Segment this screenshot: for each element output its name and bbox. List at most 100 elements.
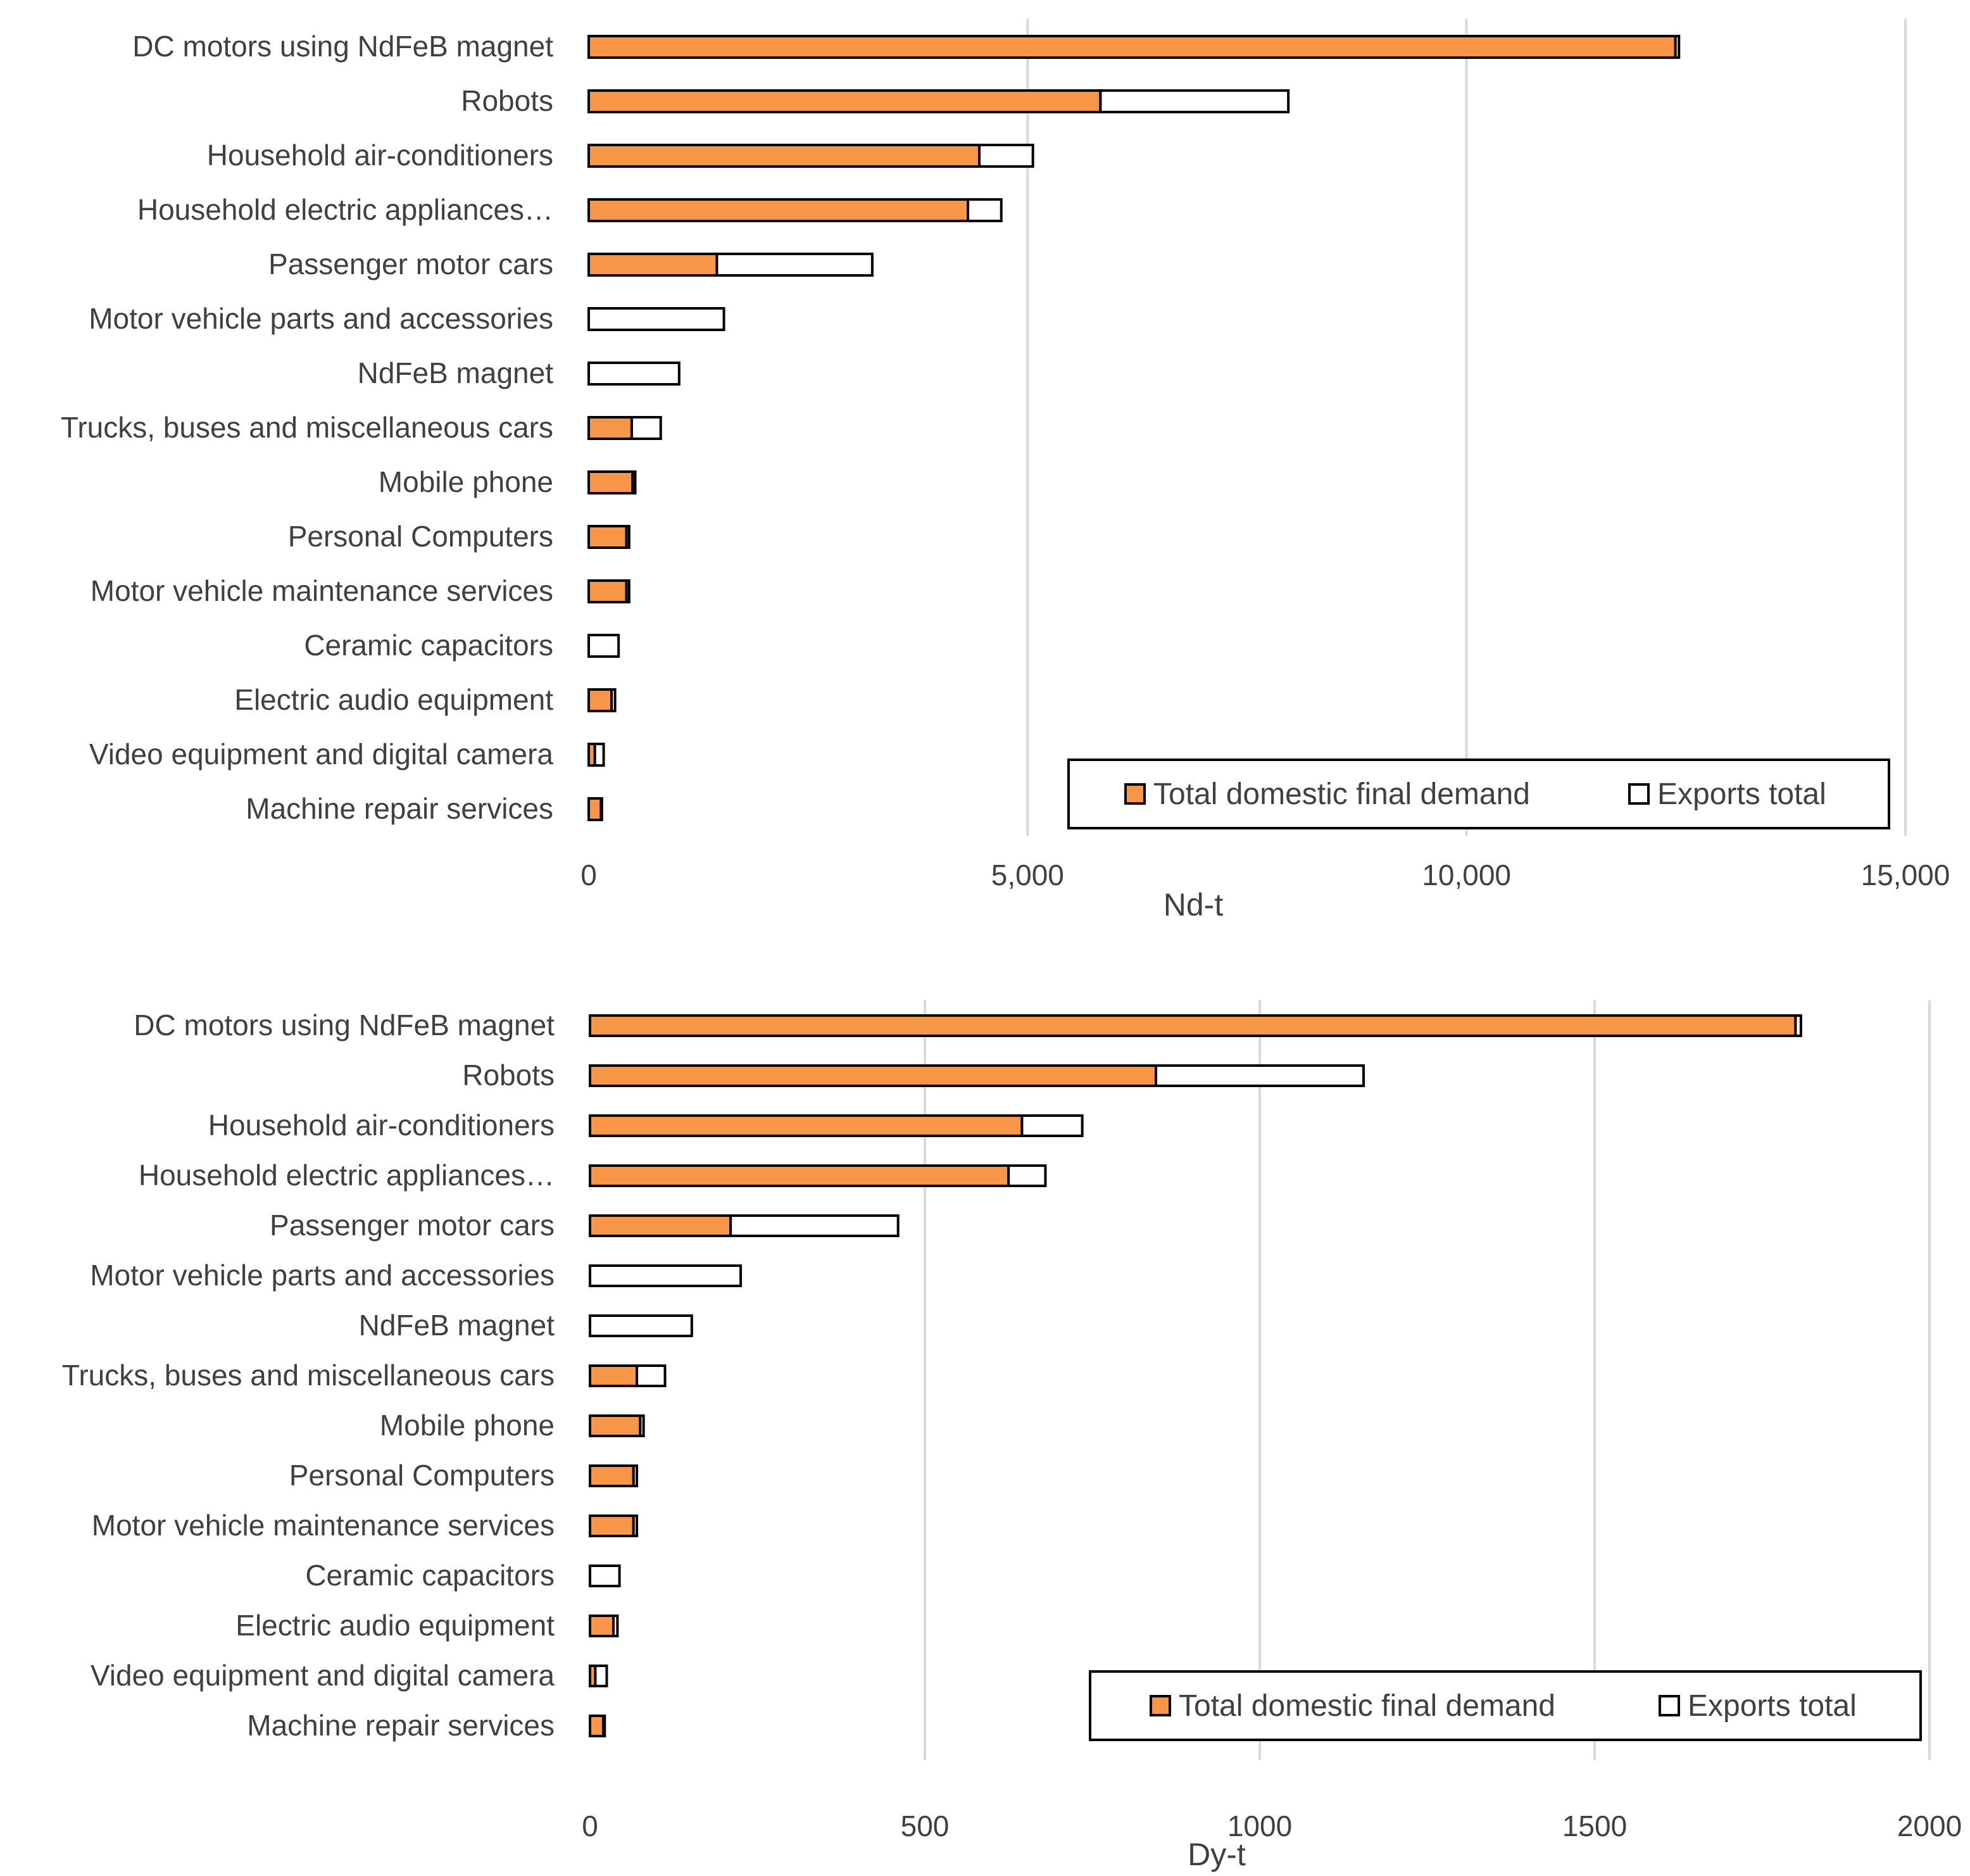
bar-exports: [612, 1615, 619, 1637]
category-label: Motor vehicle maintenance services: [91, 574, 553, 607]
legend-swatch-exports: [1659, 1695, 1680, 1716]
bar-exports: [978, 144, 1034, 168]
legend-box: [1089, 1670, 1922, 1741]
bar-domestic: [587, 198, 970, 222]
x-tick-label: 500: [901, 1810, 950, 1842]
legend-label: Total domestic final demand: [1153, 777, 1530, 811]
bar-domestic: [589, 1715, 605, 1737]
bar-exports: [632, 1464, 639, 1487]
category-label: Robots: [462, 1059, 555, 1092]
bar-exports: [589, 1264, 743, 1287]
bar-domestic: [589, 1615, 615, 1637]
bar-exports: [967, 198, 1003, 222]
category-label: Motor vehicle maintenance services: [92, 1509, 555, 1542]
bar-domestic: [589, 1164, 1010, 1187]
category-label: Mobile phone: [379, 465, 553, 498]
bar-exports: [1794, 1014, 1802, 1037]
bar-exports: [610, 688, 617, 712]
category-label: NdFeB magnet: [359, 1309, 555, 1342]
bar-domestic: [587, 89, 1102, 113]
legend: Total domestic final demand Exports total: [1089, 1670, 1922, 1741]
category-label: Motor vehicle parts and accessories: [90, 1259, 555, 1292]
bar-exports: [631, 470, 637, 494]
bar-exports: [729, 1214, 900, 1237]
x-tick-label: 15,000: [1861, 859, 1950, 891]
category-label: DC motors using NdFeB magnet: [132, 30, 553, 63]
category-label: Ceramic capacitors: [304, 629, 553, 662]
category-label: Mobile phone: [380, 1409, 555, 1442]
x-tick-label: 1500: [1562, 1810, 1627, 1842]
bar-domestic: [587, 470, 634, 494]
x-tick-label: 1000: [1227, 1810, 1292, 1842]
category-label: Trucks, buses and miscellaneous cars: [61, 411, 553, 444]
bar-domestic: [587, 797, 603, 821]
bar-domestic: [587, 35, 1677, 59]
category-label: Video equipment and digital camera: [89, 738, 553, 771]
bar-exports: [1099, 89, 1290, 113]
bar-exports: [589, 1314, 693, 1337]
category-label: Machine repair services: [246, 792, 553, 825]
legend-label: Exports total: [1688, 1689, 1857, 1723]
chart-2: DC motors using NdFeB magnet Robots Househ…: [62, 1000, 1962, 1872]
legend-swatch-domestic: [1150, 1695, 1171, 1716]
bar-exports: [1674, 35, 1681, 59]
bar-exports: [1155, 1064, 1365, 1087]
bar-domestic: [587, 688, 613, 712]
legend-swatch-exports: [1628, 783, 1650, 805]
bar-exports: [593, 743, 605, 767]
bar-domestic: [587, 416, 633, 440]
bar-exports: [715, 253, 874, 277]
bar-domestic: [587, 579, 628, 603]
legend-swatch-domestic: [1124, 783, 1146, 805]
x-axis-title: Nd-t: [1164, 887, 1224, 922]
category-label: Trucks, buses and miscellaneous cars: [62, 1359, 555, 1392]
bar-exports: [587, 362, 681, 386]
category-label: Motor vehicle parts and accessories: [89, 302, 553, 335]
bar-exports: [1007, 1164, 1047, 1187]
bar-domestic: [587, 525, 628, 549]
category-label: Passenger motor cars: [270, 1209, 555, 1242]
bar-exports: [1020, 1114, 1084, 1137]
legend-label: Total domestic final demand: [1179, 1689, 1555, 1723]
bar-domestic: [589, 1464, 635, 1487]
category-label: Electric audio equipment: [234, 683, 553, 716]
bar-domestic: [589, 1014, 1797, 1037]
bar-domestic: [589, 1414, 642, 1437]
x-tick-label: 10,000: [1422, 859, 1511, 891]
bar-exports: [625, 525, 631, 549]
category-label: Household electric appliances…: [139, 1159, 555, 1192]
legend-box: [1067, 759, 1890, 829]
bar-exports: [589, 1564, 621, 1587]
bar-domestic: [589, 1514, 635, 1537]
bar-exports: [639, 1414, 645, 1437]
chart-1: DC motors using NdFeB magnet Robots Househ…: [61, 19, 1950, 922]
category-label: Machine repair services: [247, 1709, 555, 1742]
bar-domestic: [589, 1064, 1158, 1087]
category-label: Passenger motor cars: [268, 248, 553, 280]
bar-domestic: [589, 1114, 1024, 1137]
category-label: Ceramic capacitors: [305, 1559, 555, 1592]
bar-exports: [632, 1514, 639, 1537]
x-tick-label: 0: [582, 1810, 598, 1842]
legend-label: Exports total: [1657, 777, 1826, 811]
category-label: Household air-conditioners: [207, 139, 553, 172]
bar-domestic: [587, 253, 718, 277]
x-tick-label: 0: [580, 859, 597, 891]
x-axis-title: Dy-t: [1188, 1837, 1246, 1872]
bar-exports: [602, 1715, 606, 1737]
x-tick-label: 2000: [1897, 1810, 1962, 1842]
bar-domestic: [589, 1364, 639, 1387]
category-label: Household electric appliances…: [137, 193, 553, 226]
category-label: Personal Computers: [289, 1459, 555, 1492]
bar-domestic: [589, 1214, 732, 1237]
category-label: Household air-conditioners: [208, 1109, 555, 1142]
bar-exports: [587, 634, 620, 658]
legend: Total domestic final demand Exports total: [1067, 759, 1890, 829]
x-tick-label: 5,000: [991, 859, 1064, 891]
category-label: DC motors using NdFeB magnet: [134, 1009, 555, 1042]
bar-exports: [594, 1665, 608, 1687]
category-label: Electric audio equipment: [235, 1609, 555, 1642]
category-label: Personal Computers: [288, 520, 553, 553]
